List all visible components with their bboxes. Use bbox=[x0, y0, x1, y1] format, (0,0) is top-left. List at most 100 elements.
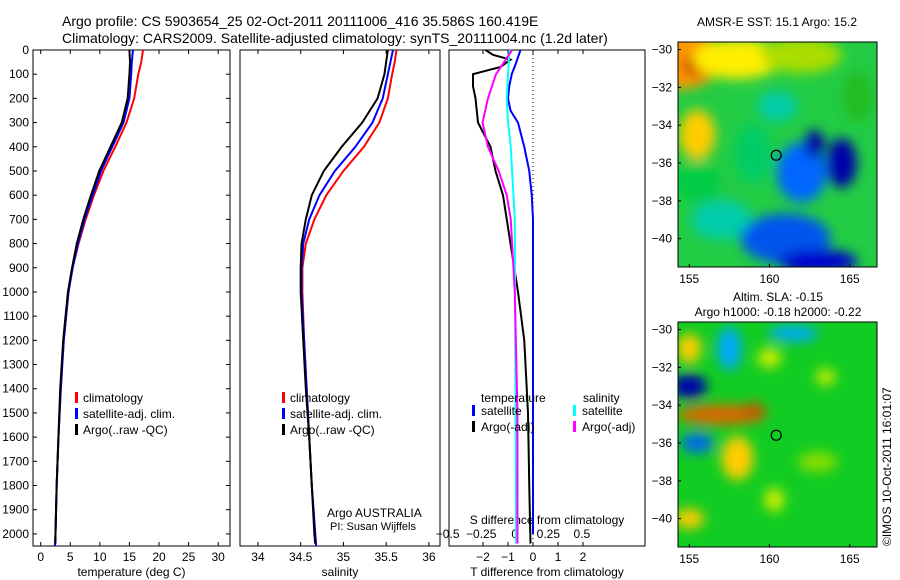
map-field bbox=[678, 325, 838, 529]
y-tick-label: 600 bbox=[9, 188, 29, 202]
panel-difference bbox=[448, 49, 646, 547]
y-tick-label: 1400 bbox=[2, 382, 29, 396]
map-blob bbox=[741, 402, 766, 419]
series-s-argo-adj- bbox=[481, 49, 519, 544]
series-argo-raw-qc- bbox=[299, 49, 389, 544]
legend-swatch bbox=[282, 392, 285, 403]
y-tick-label: 700 bbox=[9, 212, 29, 226]
x-tick-label: 15 bbox=[123, 550, 137, 564]
map-blob bbox=[777, 249, 858, 267]
map-y-tick-label: −30 bbox=[652, 43, 673, 57]
map-x-tick-label: 160 bbox=[759, 552, 779, 566]
legend-item: satellite-adj. clim. bbox=[290, 407, 382, 421]
legend-item: satellite-adj. clim. bbox=[83, 407, 175, 421]
argo-location-marker bbox=[770, 149, 782, 161]
s-tick-label: −0.25 bbox=[466, 527, 497, 541]
map-blob bbox=[678, 333, 702, 364]
map-y-tick-label: −32 bbox=[652, 80, 673, 94]
map-x-tick-label: 155 bbox=[679, 272, 699, 286]
legend-swatch bbox=[573, 421, 576, 432]
y-tick-label: 1700 bbox=[2, 454, 29, 468]
map-x-tick-label: 165 bbox=[840, 272, 860, 286]
x-tick-label: 34 bbox=[251, 550, 265, 564]
x-tick-label: 36 bbox=[422, 550, 436, 564]
legend-swatch bbox=[282, 424, 285, 435]
legend-item: satellite bbox=[582, 404, 623, 418]
sla-map-title: Altim. SLA: -0.15 bbox=[733, 290, 823, 304]
y-tick-label: 1800 bbox=[2, 479, 29, 493]
legend-item: climatology bbox=[83, 391, 143, 405]
map-y-tick-label: −32 bbox=[652, 360, 673, 374]
agency-label: Argo AUSTRALIA bbox=[327, 506, 422, 520]
y-tick-label: 100 bbox=[9, 67, 29, 81]
y-tick-label: 1600 bbox=[2, 430, 29, 444]
title-line-2: Climatology: CARS2009. Satellite-adjuste… bbox=[62, 30, 608, 46]
map-blob bbox=[678, 374, 708, 399]
map-y-tick-label: −30 bbox=[652, 323, 673, 337]
legend-swatch bbox=[75, 408, 78, 419]
map-blob bbox=[678, 161, 720, 202]
x-tick-label: 1 bbox=[555, 550, 562, 564]
map-y-tick-label: −34 bbox=[652, 398, 673, 412]
map-y-tick-label: −40 bbox=[652, 512, 673, 526]
map-blob bbox=[761, 42, 842, 74]
legend-swatch bbox=[75, 392, 78, 403]
panel-temperature bbox=[32, 49, 231, 547]
y-tick-label: 800 bbox=[9, 237, 29, 251]
map-x-tick-label: 165 bbox=[840, 552, 860, 566]
x-tick-label: 20 bbox=[152, 550, 166, 564]
x-tick-label: 10 bbox=[93, 550, 107, 564]
map-blob bbox=[679, 109, 716, 160]
map-blob bbox=[842, 71, 873, 122]
sla-map-subtitle: Argo h1000: -0.18 h2000: -0.22 bbox=[695, 305, 862, 319]
map-blob bbox=[735, 123, 772, 184]
y-tick-label: 200 bbox=[9, 91, 29, 105]
x-tick-label: 5 bbox=[67, 550, 74, 564]
map-blob bbox=[717, 326, 742, 371]
pi-label: PI: Susan Wijffels bbox=[330, 521, 416, 533]
map-frame bbox=[677, 41, 878, 268]
s-axis-label: S difference from climatology bbox=[470, 513, 625, 527]
x-tick-label: 30 bbox=[211, 550, 225, 564]
map-blob bbox=[721, 436, 754, 481]
legend-swatch bbox=[282, 408, 285, 419]
y-tick-label: 400 bbox=[9, 140, 29, 154]
map-blob bbox=[691, 199, 752, 240]
x-tick-label: 0 bbox=[37, 550, 44, 564]
x-axis-label: T difference from climatology bbox=[470, 565, 624, 579]
argo-location-marker bbox=[770, 429, 782, 441]
y-tick-label: 500 bbox=[9, 164, 29, 178]
s-tick-label: −0.5 bbox=[436, 527, 460, 541]
legend-item: Argo(..raw -QC) bbox=[290, 423, 375, 437]
map-y-tick-label: −34 bbox=[652, 118, 673, 132]
map-sst_map bbox=[678, 42, 877, 267]
x-axis-label: salinity bbox=[322, 565, 359, 579]
legend-item: Argo(..raw -QC) bbox=[83, 423, 168, 437]
map-blob bbox=[757, 91, 798, 122]
map-sla_map bbox=[678, 322, 877, 547]
x-axis-label: temperature (deg C) bbox=[77, 565, 185, 579]
x-tick-label: 2 bbox=[580, 550, 587, 564]
y-tick-label: 1100 bbox=[3, 309, 29, 323]
legend-item: Argo(-adj) bbox=[582, 420, 635, 434]
y-tick-label: 1200 bbox=[2, 333, 29, 347]
x-tick-label: 35.5 bbox=[374, 550, 398, 564]
map-blob bbox=[768, 325, 819, 342]
legend-swatch bbox=[75, 424, 78, 435]
map-blob bbox=[692, 42, 783, 80]
legend-title-salinity: salinity bbox=[583, 391, 620, 405]
map-blob bbox=[797, 451, 838, 472]
map-x-tick-label: 160 bbox=[759, 272, 779, 286]
map-x-tick-label: 155 bbox=[679, 552, 699, 566]
panel-salinity bbox=[239, 49, 441, 547]
legend-title-temperature: temperature bbox=[481, 391, 546, 405]
y-tick-label: 1000 bbox=[2, 285, 29, 299]
x-tick-label: 25 bbox=[182, 550, 196, 564]
y-tick-label: 900 bbox=[9, 261, 29, 275]
map-blob bbox=[804, 130, 825, 159]
map-y-tick-label: −36 bbox=[652, 156, 673, 170]
s-tick-label: 0.25 bbox=[537, 527, 561, 541]
map-blob bbox=[678, 508, 705, 529]
